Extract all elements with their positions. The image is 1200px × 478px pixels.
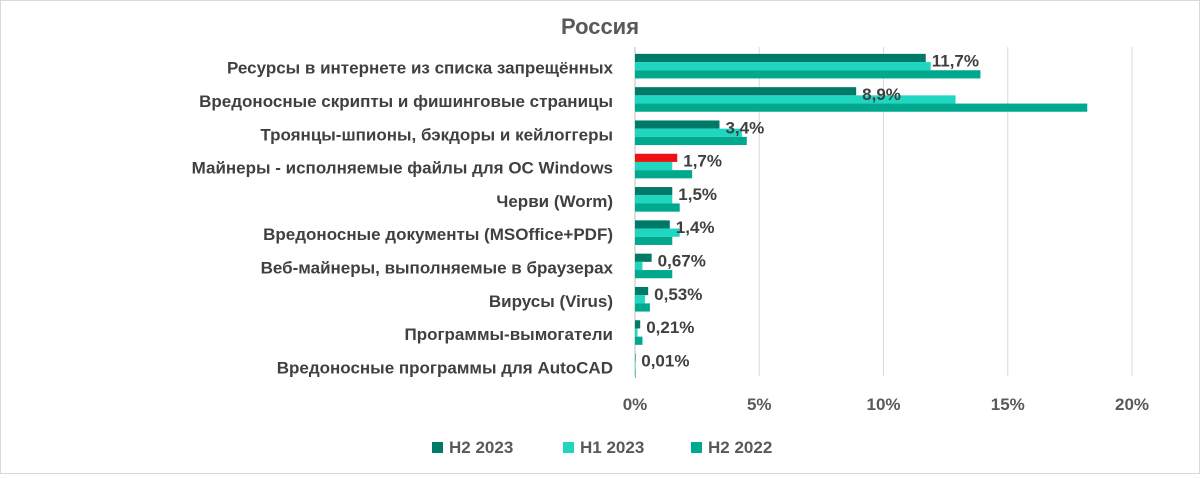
bar-h1-2023 — [635, 361, 636, 370]
legend-swatch — [691, 442, 702, 453]
category-label: Вредоносные документы (MSOffice+PDF) — [263, 225, 613, 244]
bar-h2-2023 — [635, 87, 857, 96]
bar-h2-2023 — [635, 220, 670, 229]
x-tick-label: 15% — [991, 395, 1025, 414]
bar-h2-2022 — [635, 303, 650, 312]
category-label: Вредоносные программы для AutoCAD — [277, 358, 613, 377]
category-label: Черви (Worm) — [496, 192, 613, 211]
bar-h2-2022 — [635, 203, 680, 212]
data-label: 8,9% — [862, 85, 901, 104]
bar-h1-2023 — [635, 128, 742, 137]
data-label: 11,7% — [932, 52, 979, 71]
x-tick-label: 5% — [747, 395, 772, 414]
legend: H2 2023 H1 2023 H2 2022 — [432, 438, 772, 457]
bar-h2-2023 — [635, 353, 636, 362]
bar-h2-2022 — [635, 369, 636, 379]
category-label: Вредоносные скрипты и фишинговые страниц… — [199, 92, 613, 111]
bar-h2-2023 — [635, 153, 678, 162]
data-label: 0,67% — [658, 251, 706, 270]
legend-swatch — [432, 442, 443, 453]
legend-item: H2 2023 — [432, 438, 513, 457]
bar-h2-2023 — [635, 187, 673, 196]
legend-label: H1 2023 — [580, 438, 644, 457]
data-label: 3,4% — [725, 118, 764, 137]
bar-h1-2023 — [635, 95, 956, 104]
x-tick-label: 20% — [1115, 395, 1149, 414]
bars — [635, 53, 1088, 379]
category-label: Программы-вымогатели — [404, 325, 613, 344]
category-label: Вирусы (Virus) — [489, 292, 613, 311]
bar-h2-2023 — [635, 286, 649, 296]
bar-h1-2023 — [635, 228, 680, 237]
legend-swatch — [563, 442, 574, 453]
legend-item: H2 2022 — [691, 438, 772, 457]
bar-h1-2023 — [635, 62, 931, 71]
bar-h1-2023 — [635, 195, 673, 204]
data-label: 0,53% — [654, 285, 702, 304]
bar-h1-2023 — [635, 161, 673, 171]
legend-label: H2 2023 — [449, 438, 513, 457]
bar-h1-2023 — [635, 295, 645, 304]
data-label: 1,7% — [683, 152, 722, 171]
category-label: Троянцы-шпионы, бэкдоры и кейлоггеры — [260, 125, 613, 144]
bar-h2-2022 — [635, 70, 981, 79]
category-label: Ресурсы в интернете из списка запрещённы… — [227, 59, 614, 78]
data-labels: 11,7% 8,9% 3,4%1,7% 1,5% 1,4% 0,67% 0,53% 0,21%… — [641, 52, 979, 371]
bar-h1-2023 — [635, 261, 643, 271]
chart-title: Россия — [561, 14, 639, 39]
bar-h2-2023 — [635, 320, 641, 329]
x-axis-ticks: 0% 5% 10% 15% 20% — [623, 395, 1149, 414]
data-label: 0,01% — [641, 351, 689, 370]
bar-h2-2022 — [635, 236, 673, 245]
legend-item: H1 2023 — [563, 438, 644, 457]
bar-h2-2023 — [635, 120, 720, 129]
category-labels: Ресурсы в интернете из списка запрещённы… — [192, 59, 614, 378]
data-label: 1,5% — [678, 185, 717, 204]
x-tick-label: 0% — [623, 395, 648, 414]
legend-label: H2 2022 — [708, 438, 772, 457]
bar-h2-2022 — [635, 103, 1088, 112]
category-label: Майнеры - исполняемые файлы для ОС Windo… — [192, 159, 613, 178]
bar-h1-2023 — [635, 328, 638, 337]
data-label: 0,21% — [646, 318, 694, 337]
data-label: 1,4% — [676, 218, 715, 237]
category-label: Веб-майнеры, выполняемые в браузерах — [261, 258, 614, 277]
bar-h2-2022 — [635, 270, 673, 279]
bar-h2-2023 — [635, 53, 926, 63]
x-tick-label: 10% — [866, 395, 900, 414]
bar-h2-2023 — [635, 253, 652, 262]
bar-h2-2022 — [635, 136, 747, 146]
bar-h2-2022 — [635, 170, 693, 179]
bar-h2-2022 — [635, 336, 643, 345]
